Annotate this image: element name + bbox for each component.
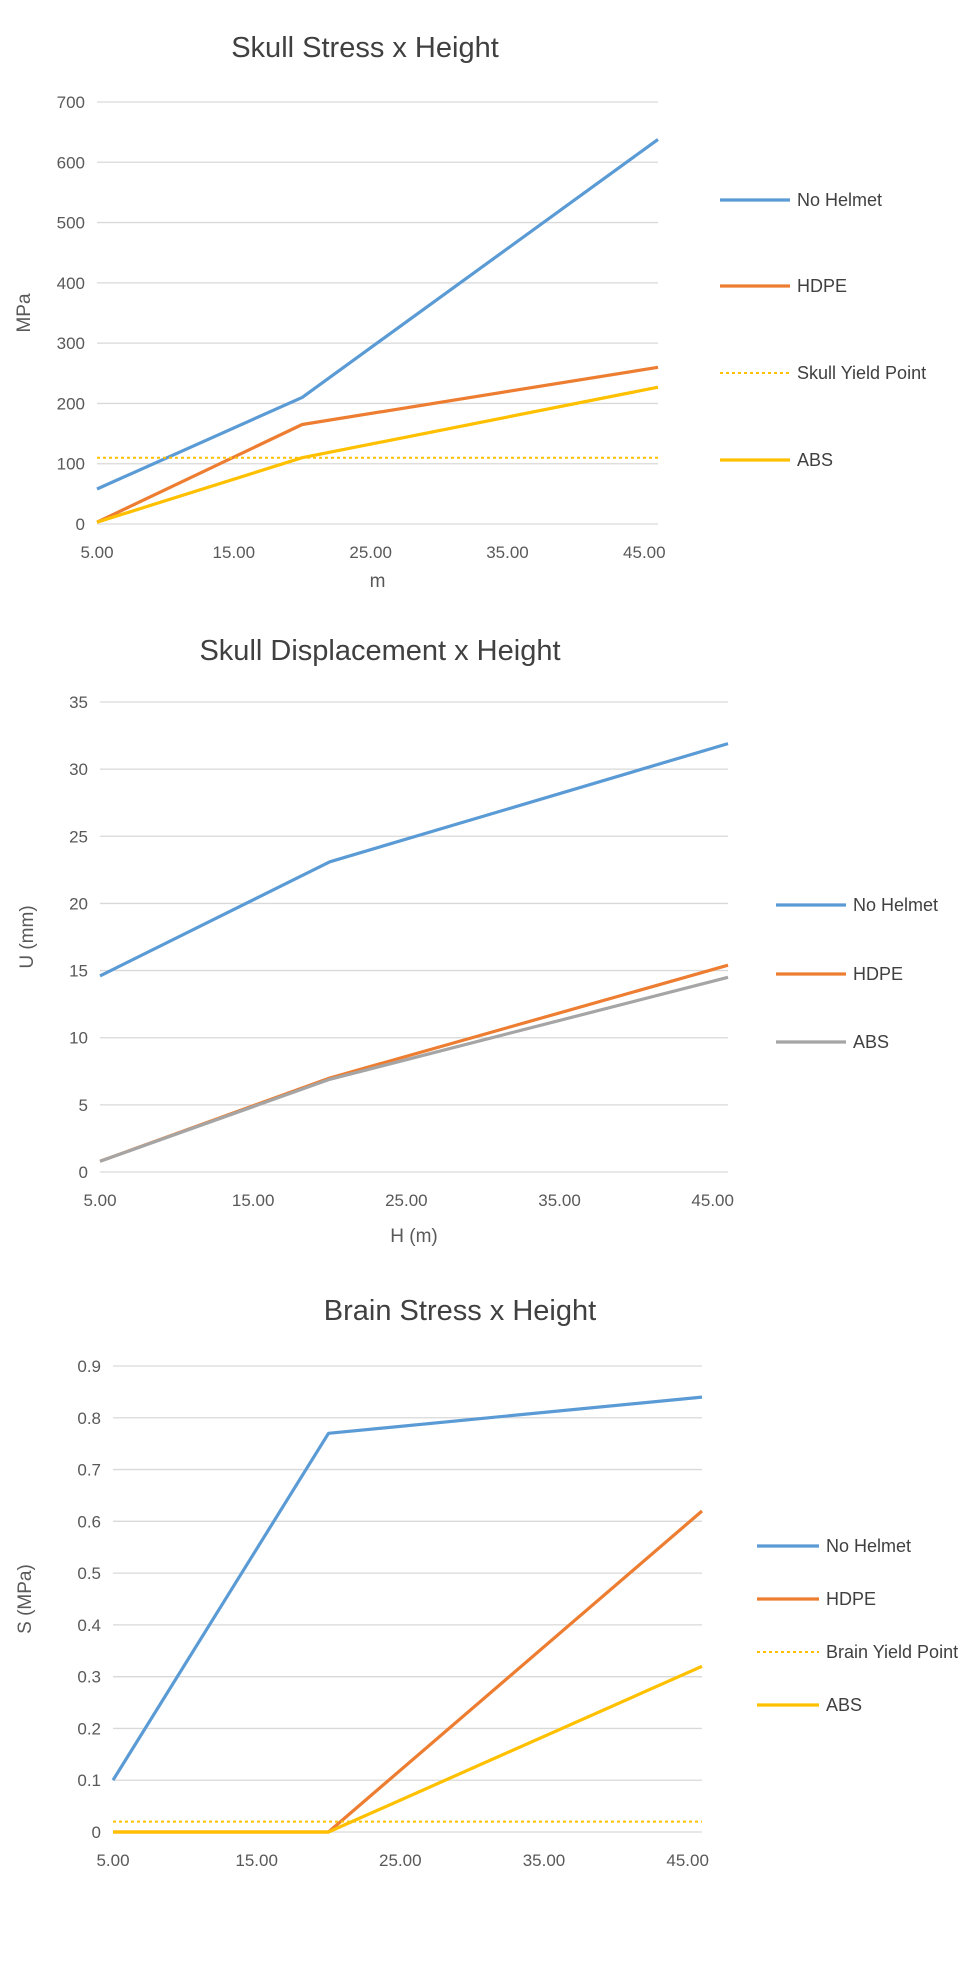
legend-entry-no-helmet: No Helmet — [853, 895, 938, 915]
x-tick-label: 25.00 — [349, 543, 392, 562]
series-line-hdpe — [99, 963, 729, 1163]
series-line-hdpe — [113, 1509, 704, 1834]
skull-displacement-chart: Skull Displacement x Height 0 5 10 15 20 25 30 3… — [0, 620, 978, 1270]
y-tick-label: 15 — [69, 962, 88, 981]
series-line-abs — [99, 975, 729, 1163]
skull-stress-chart: Skull Stress x Height 0 100 200 300 400 500 600… — [0, 0, 978, 620]
series-line-abs — [96, 385, 659, 524]
legend-entry-abs: ABS — [797, 450, 833, 470]
y-tick-label: 400 — [57, 274, 85, 293]
x-tick-label: 5.00 — [80, 543, 113, 562]
series-line-no-helmet — [96, 138, 659, 491]
y-axis-label: S (MPa) — [15, 1564, 36, 1634]
y-tick-label: 100 — [57, 455, 85, 474]
y-tick-label: 10 — [69, 1029, 88, 1048]
y-tick-label: 0.1 — [77, 1771, 101, 1790]
y-tick-label: 0.4 — [77, 1616, 101, 1635]
legend-entry-hdpe: HDPE — [797, 276, 847, 296]
series-line-abs — [113, 1664, 703, 1834]
legend-entry-brain-yield-point: Brain Yield Point — [826, 1642, 958, 1662]
legend-entry-hdpe: HDPE — [853, 964, 903, 984]
x-tick-label: 45.00 — [623, 543, 666, 562]
y-tick-label: 20 — [69, 894, 88, 913]
x-tick-label: 15.00 — [235, 1851, 278, 1870]
x-tick-label: 25.00 — [379, 1851, 422, 1870]
y-tick-label: 0.2 — [77, 1719, 101, 1738]
chart-title: Skull Displacement x Height — [199, 635, 560, 667]
y-tick-label: 30 — [69, 760, 88, 779]
y-tick-label: 0.9 — [77, 1357, 101, 1376]
y-tick-label: 0.8 — [77, 1409, 101, 1428]
legend-entry-hdpe: HDPE — [826, 1589, 876, 1609]
y-axis-label: U (mm) — [17, 905, 38, 968]
y-tick-label: 200 — [57, 394, 85, 413]
legend-entry-no-helmet: No Helmet — [826, 1536, 911, 1556]
legend-entry-no-helmet: No Helmet — [797, 190, 882, 210]
legend-entry-abs: ABS — [853, 1032, 889, 1052]
y-tick-label: 500 — [57, 214, 85, 233]
x-tick-label: 5.00 — [96, 1851, 129, 1870]
y-tick-label: 300 — [57, 334, 85, 353]
y-tick-label: 600 — [57, 153, 85, 172]
y-axis-label: MPa — [14, 293, 35, 333]
chart-title: Brain Stress x Height — [324, 1295, 596, 1327]
y-tick-label: 0.5 — [77, 1564, 101, 1583]
y-tick-label: 0 — [76, 515, 85, 534]
legend-entry-skull-yield-point: Skull Yield Point — [797, 363, 926, 383]
brain-stress-chart: Brain Stress x Height 0 0.1 0.2 0.3 0.4 0.5 0.6… — [0, 1270, 978, 1870]
x-axis-label: H (m) — [390, 1226, 437, 1247]
x-tick-label: 5.00 — [83, 1191, 116, 1210]
y-tick-label: 0.7 — [77, 1461, 101, 1480]
y-tick-label: 0.6 — [77, 1512, 101, 1531]
y-tick-label: 25 — [69, 827, 88, 846]
x-tick-label: 15.00 — [232, 1191, 275, 1210]
skull-stress-plot: Skull Stress x Height 0 100 200 300 400 500 600… — [14, 32, 926, 592]
y-tick-label: 700 — [57, 93, 85, 112]
chart-title: Skull Stress x Height — [231, 32, 499, 64]
x-tick-label: 45.00 — [691, 1191, 734, 1210]
x-tick-label: 35.00 — [486, 543, 529, 562]
y-tick-label: 0.3 — [77, 1668, 101, 1687]
brain-stress-plot: Brain Stress x Height 0 0.1 0.2 0.3 0.4 0.5 0.6… — [15, 1295, 958, 1870]
x-tick-label: 25.00 — [385, 1191, 428, 1210]
legend-entry-abs: ABS — [826, 1695, 862, 1715]
series-line-no-helmet — [99, 742, 729, 978]
series-line-no-helmet — [111, 1395, 703, 1782]
x-tick-label: 35.00 — [538, 1191, 581, 1210]
y-tick-label: 0 — [92, 1823, 101, 1842]
y-tick-label: 35 — [69, 693, 88, 712]
x-tick-label: 15.00 — [213, 543, 256, 562]
y-tick-label: 0 — [79, 1163, 88, 1182]
y-tick-label: 5 — [79, 1096, 88, 1115]
x-axis-label: m — [370, 571, 386, 592]
series-line-hdpe — [96, 365, 659, 524]
skull-displacement-plot: Skull Displacement x Height 0 5 10 15 20 25 30 3… — [17, 635, 938, 1247]
x-tick-label: 35.00 — [523, 1851, 566, 1870]
x-tick-label: 45.00 — [666, 1851, 709, 1870]
